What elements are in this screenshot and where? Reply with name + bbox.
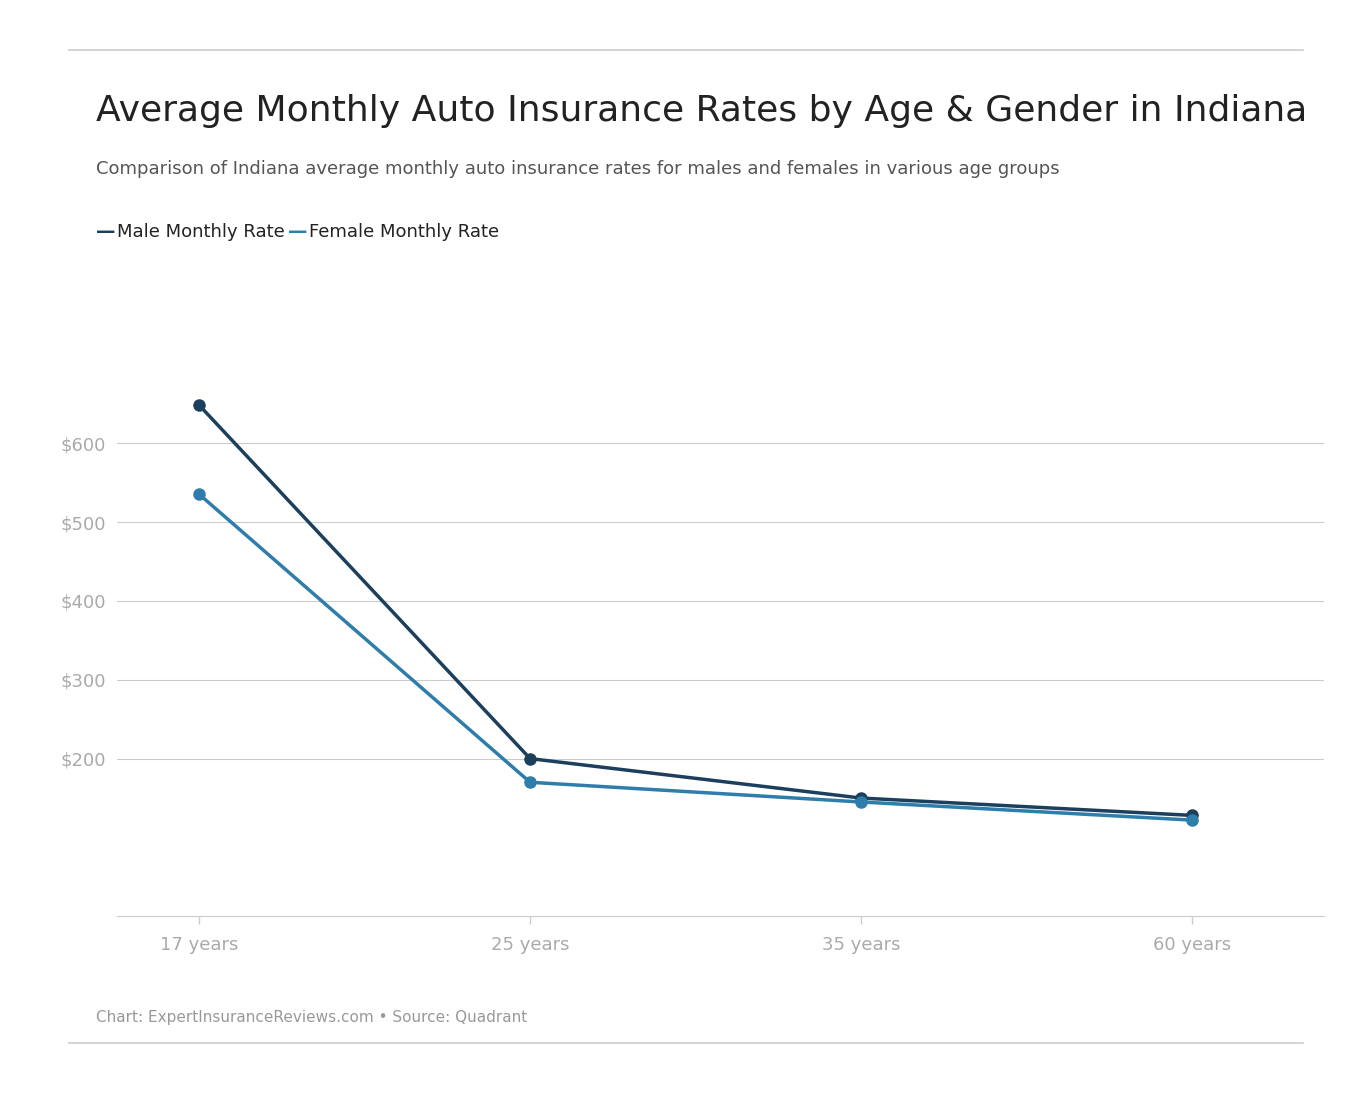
Text: Comparison of Indiana average monthly auto insurance rates for males and females: Comparison of Indiana average monthly au… (96, 160, 1059, 178)
Text: Male Monthly Rate: Male Monthly Rate (117, 223, 284, 241)
Text: Chart: ExpertInsuranceReviews.com • Source: Quadrant: Chart: ExpertInsuranceReviews.com • Sour… (96, 1010, 527, 1026)
Text: —: — (288, 222, 307, 242)
Text: Average Monthly Auto Insurance Rates by Age & Gender in Indiana: Average Monthly Auto Insurance Rates by … (96, 94, 1308, 128)
Text: —: — (96, 222, 115, 242)
Text: Female Monthly Rate: Female Monthly Rate (309, 223, 499, 241)
